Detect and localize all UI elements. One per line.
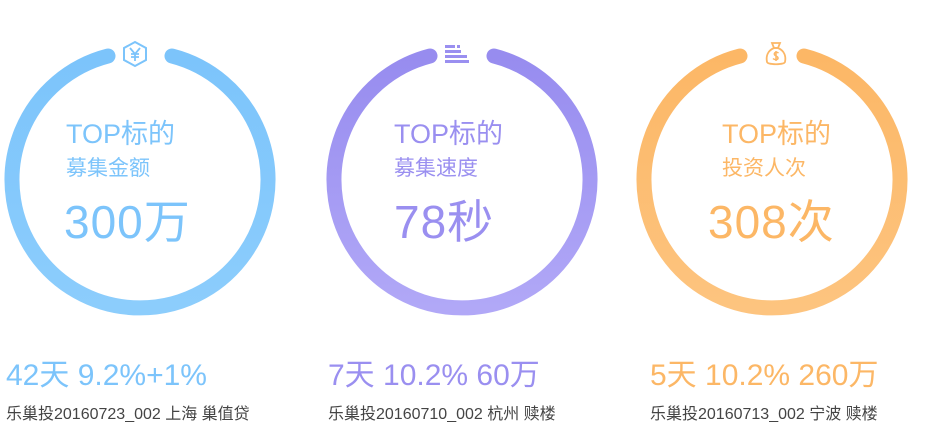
card-label-line2: 投资人次: [722, 157, 806, 180]
card-label-line1: TOP标的: [66, 119, 176, 149]
card-value: 300万: [64, 196, 191, 248]
progress-ring: [4, 48, 276, 316]
card-value: 308次: [708, 196, 835, 248]
card-label-line2: 募集金额: [66, 157, 150, 180]
card-value: 78秒: [394, 196, 495, 248]
card-label-line2: 募集速度: [394, 157, 478, 180]
card-label-line1: TOP标的: [394, 119, 504, 149]
card-desc[interactable]: 乐巢投20160713_002 宁波 赎楼: [650, 406, 878, 423]
card-stats: 42天 9.2%+1%: [6, 359, 207, 392]
stat-card-amount: TOP标的 募集金额 300万 42天 9.2%+1% 乐巢投20160723_…: [0, 0, 300, 431]
money-bag-icon: [765, 42, 787, 66]
progress-ring: [636, 48, 908, 316]
card-stats: 7天 10.2% 60万: [328, 359, 540, 392]
card-desc[interactable]: 乐巢投20160710_002 杭州 赎楼: [328, 406, 556, 423]
card-stats: 5天 10.2% 260万: [650, 359, 879, 392]
speed-bars-icon: [445, 45, 469, 63]
card-label-line1: TOP标的: [722, 119, 832, 149]
stat-card-investors: TOP标的 投资人次 308次 5天 10.2% 260万 乐巢投2016071…: [632, 0, 932, 431]
card-desc[interactable]: 乐巢投20160723_002 上海 巢值贷: [6, 406, 250, 423]
stat-card-speed: TOP标的 募集速度 78秒 7天 10.2% 60万 乐巢投20160710_…: [322, 0, 622, 431]
yen-shield-icon: [123, 40, 147, 68]
progress-ring: [326, 48, 598, 316]
